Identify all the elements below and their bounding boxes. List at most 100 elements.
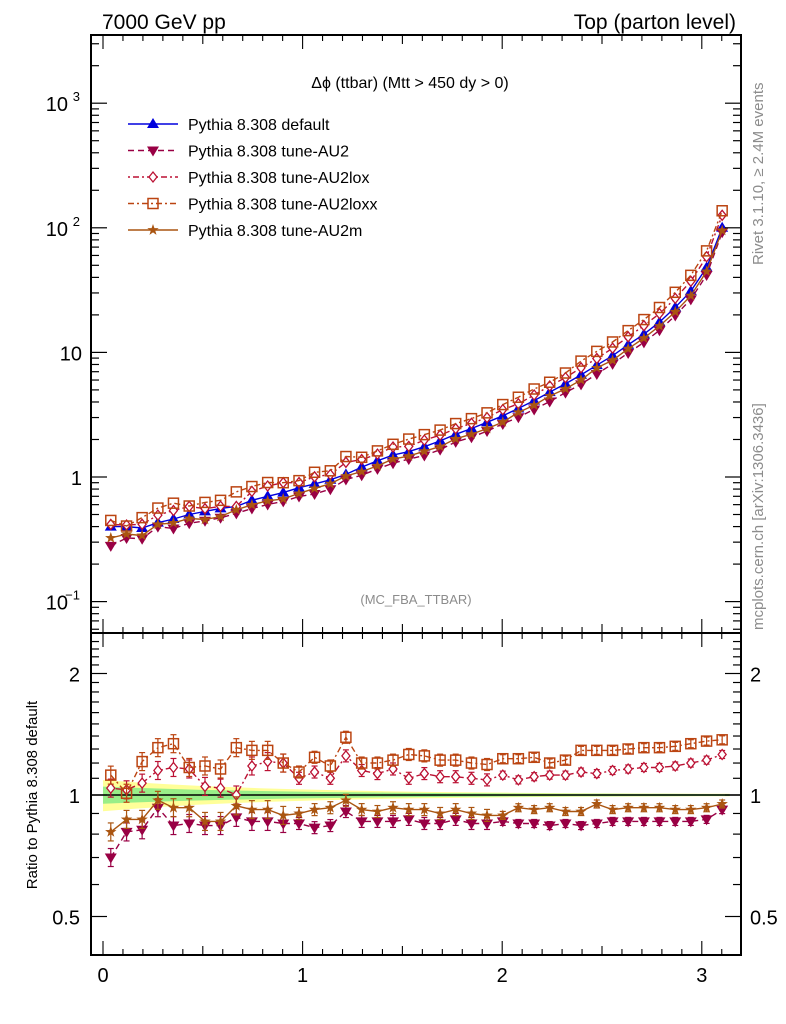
data-point — [403, 433, 415, 445]
data-point — [528, 405, 541, 416]
ratio-point — [371, 805, 384, 817]
ratio-point — [356, 803, 368, 815]
data-point — [293, 487, 305, 499]
data-point — [199, 496, 211, 509]
ratio-point — [717, 748, 727, 761]
data-point — [308, 490, 321, 501]
data-point — [670, 292, 681, 305]
data-point — [700, 271, 713, 282]
ratio-point — [214, 815, 227, 827]
ratio-point — [340, 794, 352, 806]
ratio-point — [137, 777, 147, 790]
ratio-point — [700, 735, 713, 747]
ratio-plot-axes: 0.5 0.5 1 1 2 2 0 1 2 3 — [52, 632, 778, 987]
data-point — [246, 498, 258, 510]
ratio-point — [639, 761, 649, 774]
data-point — [606, 354, 619, 366]
y-tick-label: 1 — [71, 468, 82, 490]
ratio-y-tick-label-right: 0.5 — [750, 908, 778, 930]
ratio-point — [606, 817, 619, 828]
data-point — [496, 419, 509, 430]
data-point — [544, 390, 556, 401]
data-point — [245, 504, 258, 515]
data-point — [528, 399, 540, 410]
data-point — [340, 470, 352, 481]
ratio-point — [512, 752, 525, 765]
ratio-point — [152, 794, 164, 806]
data-point — [152, 518, 164, 530]
data-point — [214, 510, 227, 522]
data-point — [512, 406, 525, 418]
data-point — [685, 289, 697, 301]
data-point — [324, 477, 337, 489]
series-line — [110, 227, 723, 529]
ratio-point — [105, 782, 116, 795]
data-point — [716, 224, 728, 236]
ratio-plot-series — [104, 730, 729, 868]
data-point — [246, 480, 258, 493]
ratio-point — [230, 813, 243, 824]
ratio-point — [575, 805, 587, 817]
ratio-point — [622, 801, 634, 813]
ratio-point — [684, 817, 697, 828]
ratio-point — [481, 758, 493, 771]
ratio-point — [591, 798, 603, 809]
ratio-point — [685, 737, 697, 750]
data-point — [167, 497, 180, 509]
data-point — [543, 376, 556, 389]
data-point — [418, 428, 431, 441]
ratio-point — [215, 782, 226, 795]
ratio-point — [403, 772, 414, 785]
ratio-point — [183, 801, 195, 813]
y-tick-label-exponent: 3 — [73, 89, 80, 104]
series-line — [110, 230, 723, 539]
legend-item: Pythia 8.308 default — [128, 117, 330, 134]
x-tick-label: 3 — [696, 965, 707, 987]
data-point — [669, 286, 682, 299]
ratio-point — [450, 803, 462, 815]
data-point — [716, 228, 729, 239]
data-point — [387, 438, 399, 451]
data-point — [700, 245, 713, 257]
data-point — [606, 336, 619, 348]
data-point — [261, 500, 274, 511]
data-point — [183, 500, 195, 512]
legend-item: Pythia 8.308 tune-AU2loxx — [128, 197, 377, 214]
series-pythia-8-308-tune-au2lox — [105, 209, 727, 532]
data-point — [638, 332, 650, 343]
ratio-point — [403, 748, 415, 761]
data-point — [355, 451, 368, 464]
ratio-point — [575, 821, 588, 832]
data-point — [481, 407, 493, 419]
data-point — [528, 383, 540, 395]
ratio-point — [325, 772, 336, 785]
ratio-point — [716, 734, 728, 746]
data-point — [387, 459, 400, 470]
ratio-point — [653, 817, 666, 828]
legend-marker — [147, 224, 159, 235]
ratio-point — [700, 815, 713, 826]
data-point — [230, 503, 242, 515]
ratio-point — [105, 825, 117, 837]
ratio-point — [387, 817, 400, 828]
ratio-point — [591, 744, 603, 757]
ratio-line — [110, 735, 723, 795]
legend-marker — [147, 197, 159, 210]
data-point — [653, 320, 666, 331]
ratio-point — [308, 823, 321, 834]
ratio-point — [450, 770, 461, 783]
data-point — [262, 479, 273, 493]
series-pythia-8-308-default — [104, 221, 729, 532]
ratio-series-pythia-8-308-tune-au2m — [105, 790, 728, 842]
y-tick-label: 10 — [60, 343, 82, 365]
ratio-point — [481, 809, 493, 821]
ratio-point — [402, 815, 415, 826]
data-point — [136, 534, 149, 545]
plot-title: Δϕ (ttbar) (Mtt > 450 dy > 0) — [311, 75, 509, 92]
ratio-point — [465, 819, 478, 830]
ratio-point — [183, 761, 195, 774]
data-point — [716, 205, 728, 217]
data-point — [355, 471, 368, 482]
ratio-point — [434, 819, 447, 830]
ratio-point — [167, 737, 180, 750]
